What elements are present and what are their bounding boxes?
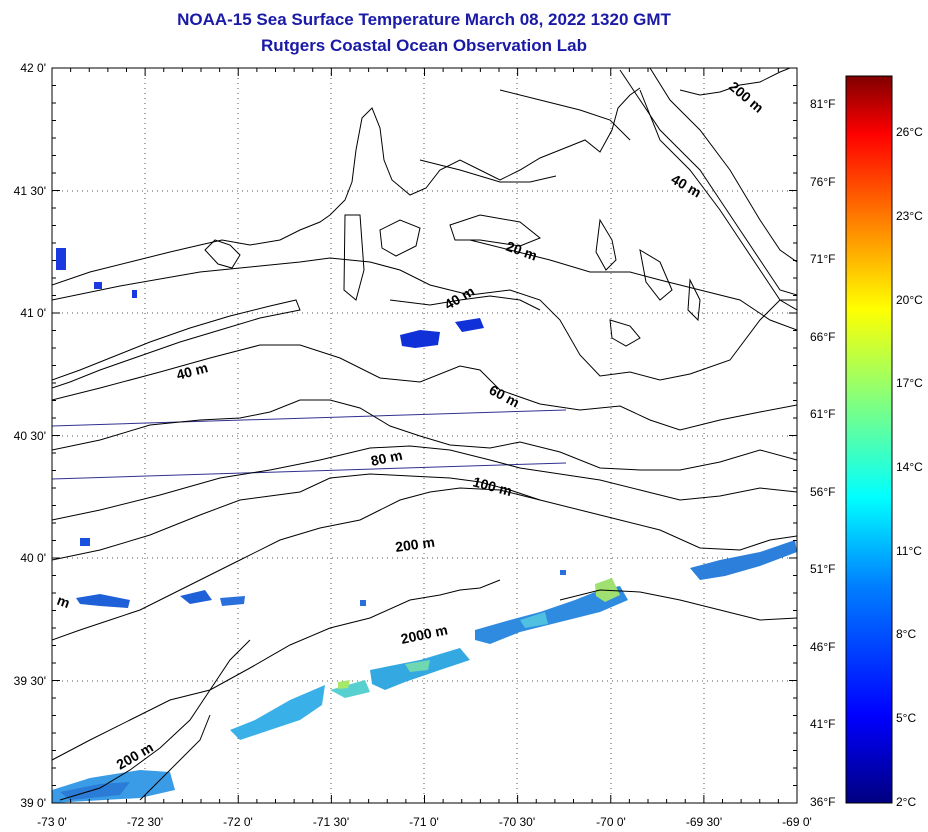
map-subtitle: Rutgers Coastal Ocean Observation Lab xyxy=(261,36,587,55)
lon-label: -72 30' xyxy=(127,815,163,829)
lat-label: 40 0' xyxy=(20,551,46,565)
fahrenheit-label: 46°F xyxy=(810,640,835,654)
celsius-labels: 26°C 23°C 20°C 17°C 14°C 11°C 8°C 5°C 2°… xyxy=(896,125,923,809)
celsius-label: 26°C xyxy=(896,125,923,139)
colorbar xyxy=(845,75,893,804)
celsius-label: 5°C xyxy=(896,711,916,725)
lon-label: -69 30' xyxy=(686,815,722,829)
lon-label: -73 0' xyxy=(37,815,67,829)
contour-label-40m-west: 40 m xyxy=(175,359,210,383)
sst-data-patches xyxy=(52,248,797,803)
celsius-label: 23°C xyxy=(896,209,923,223)
fahrenheit-label: 51°F xyxy=(810,562,835,576)
fahrenheit-label: 76°F xyxy=(810,175,835,189)
celsius-label: 11°C xyxy=(896,544,922,558)
lon-label: -71 30' xyxy=(313,815,349,829)
contour-label-200m-mid: 200 m xyxy=(394,534,436,555)
lat-label: 42 0' xyxy=(20,61,46,75)
lon-label: -72 0' xyxy=(223,815,253,829)
lon-label: -70 30' xyxy=(499,815,535,829)
fahrenheit-label: 41°F xyxy=(810,717,835,731)
lat-label: 39 0' xyxy=(20,796,46,810)
latitude-labels: 42 0' 41 30' 41 0' 40 30' 40 0' 39 30' 3… xyxy=(14,61,46,810)
lat-label: 41 0' xyxy=(20,306,46,320)
celsius-label: 17°C xyxy=(896,376,923,390)
celsius-label: 2°C xyxy=(896,795,916,809)
contour-label-40m-ne: 40 m xyxy=(669,171,705,201)
swath-lines xyxy=(52,409,567,480)
contour-label-200m-sw: 200 m xyxy=(114,739,156,773)
fahrenheit-labels: 81°F 76°F 71°F 66°F 61°F 56°F 51°F 46°F … xyxy=(810,97,835,809)
longitude-labels: -73 0' -72 30' -72 0' -71 30' -71 0' -70… xyxy=(37,815,812,829)
grid-lines xyxy=(52,68,797,803)
celsius-label: 14°C xyxy=(896,460,923,474)
lat-label: 39 30' xyxy=(14,674,46,688)
coastline xyxy=(52,68,792,389)
fahrenheit-label: 61°F xyxy=(810,407,835,421)
fahrenheit-label: 71°F xyxy=(810,252,835,266)
celsius-label: 8°C xyxy=(896,627,916,641)
contour-label-100m: 100 m xyxy=(471,473,513,499)
lon-label: -70 0' xyxy=(596,815,626,829)
lat-label: 41 30' xyxy=(14,184,46,198)
lon-label: -71 0' xyxy=(409,815,439,829)
fahrenheit-label: 36°F xyxy=(810,795,835,809)
contour-label-60m: 60 m xyxy=(487,382,523,411)
lon-label: -69 0' xyxy=(782,815,812,829)
contour-label-20m: 20 m xyxy=(504,238,539,264)
bathymetry-contours xyxy=(52,68,797,801)
fahrenheit-label: 81°F xyxy=(810,97,835,111)
axis-ticks xyxy=(51,67,798,804)
map-title: NOAA-15 Sea Surface Temperature March 08… xyxy=(177,10,671,29)
fahrenheit-label: 66°F xyxy=(810,330,835,344)
fahrenheit-label: 56°F xyxy=(810,485,835,499)
contour-label-40m-mid: 40 m xyxy=(442,283,478,313)
celsius-label: 20°C xyxy=(896,293,923,307)
lat-label: 40 30' xyxy=(14,429,46,443)
contour-label-m-west: m xyxy=(55,592,72,611)
contour-label-80m: 80 m xyxy=(369,447,404,469)
